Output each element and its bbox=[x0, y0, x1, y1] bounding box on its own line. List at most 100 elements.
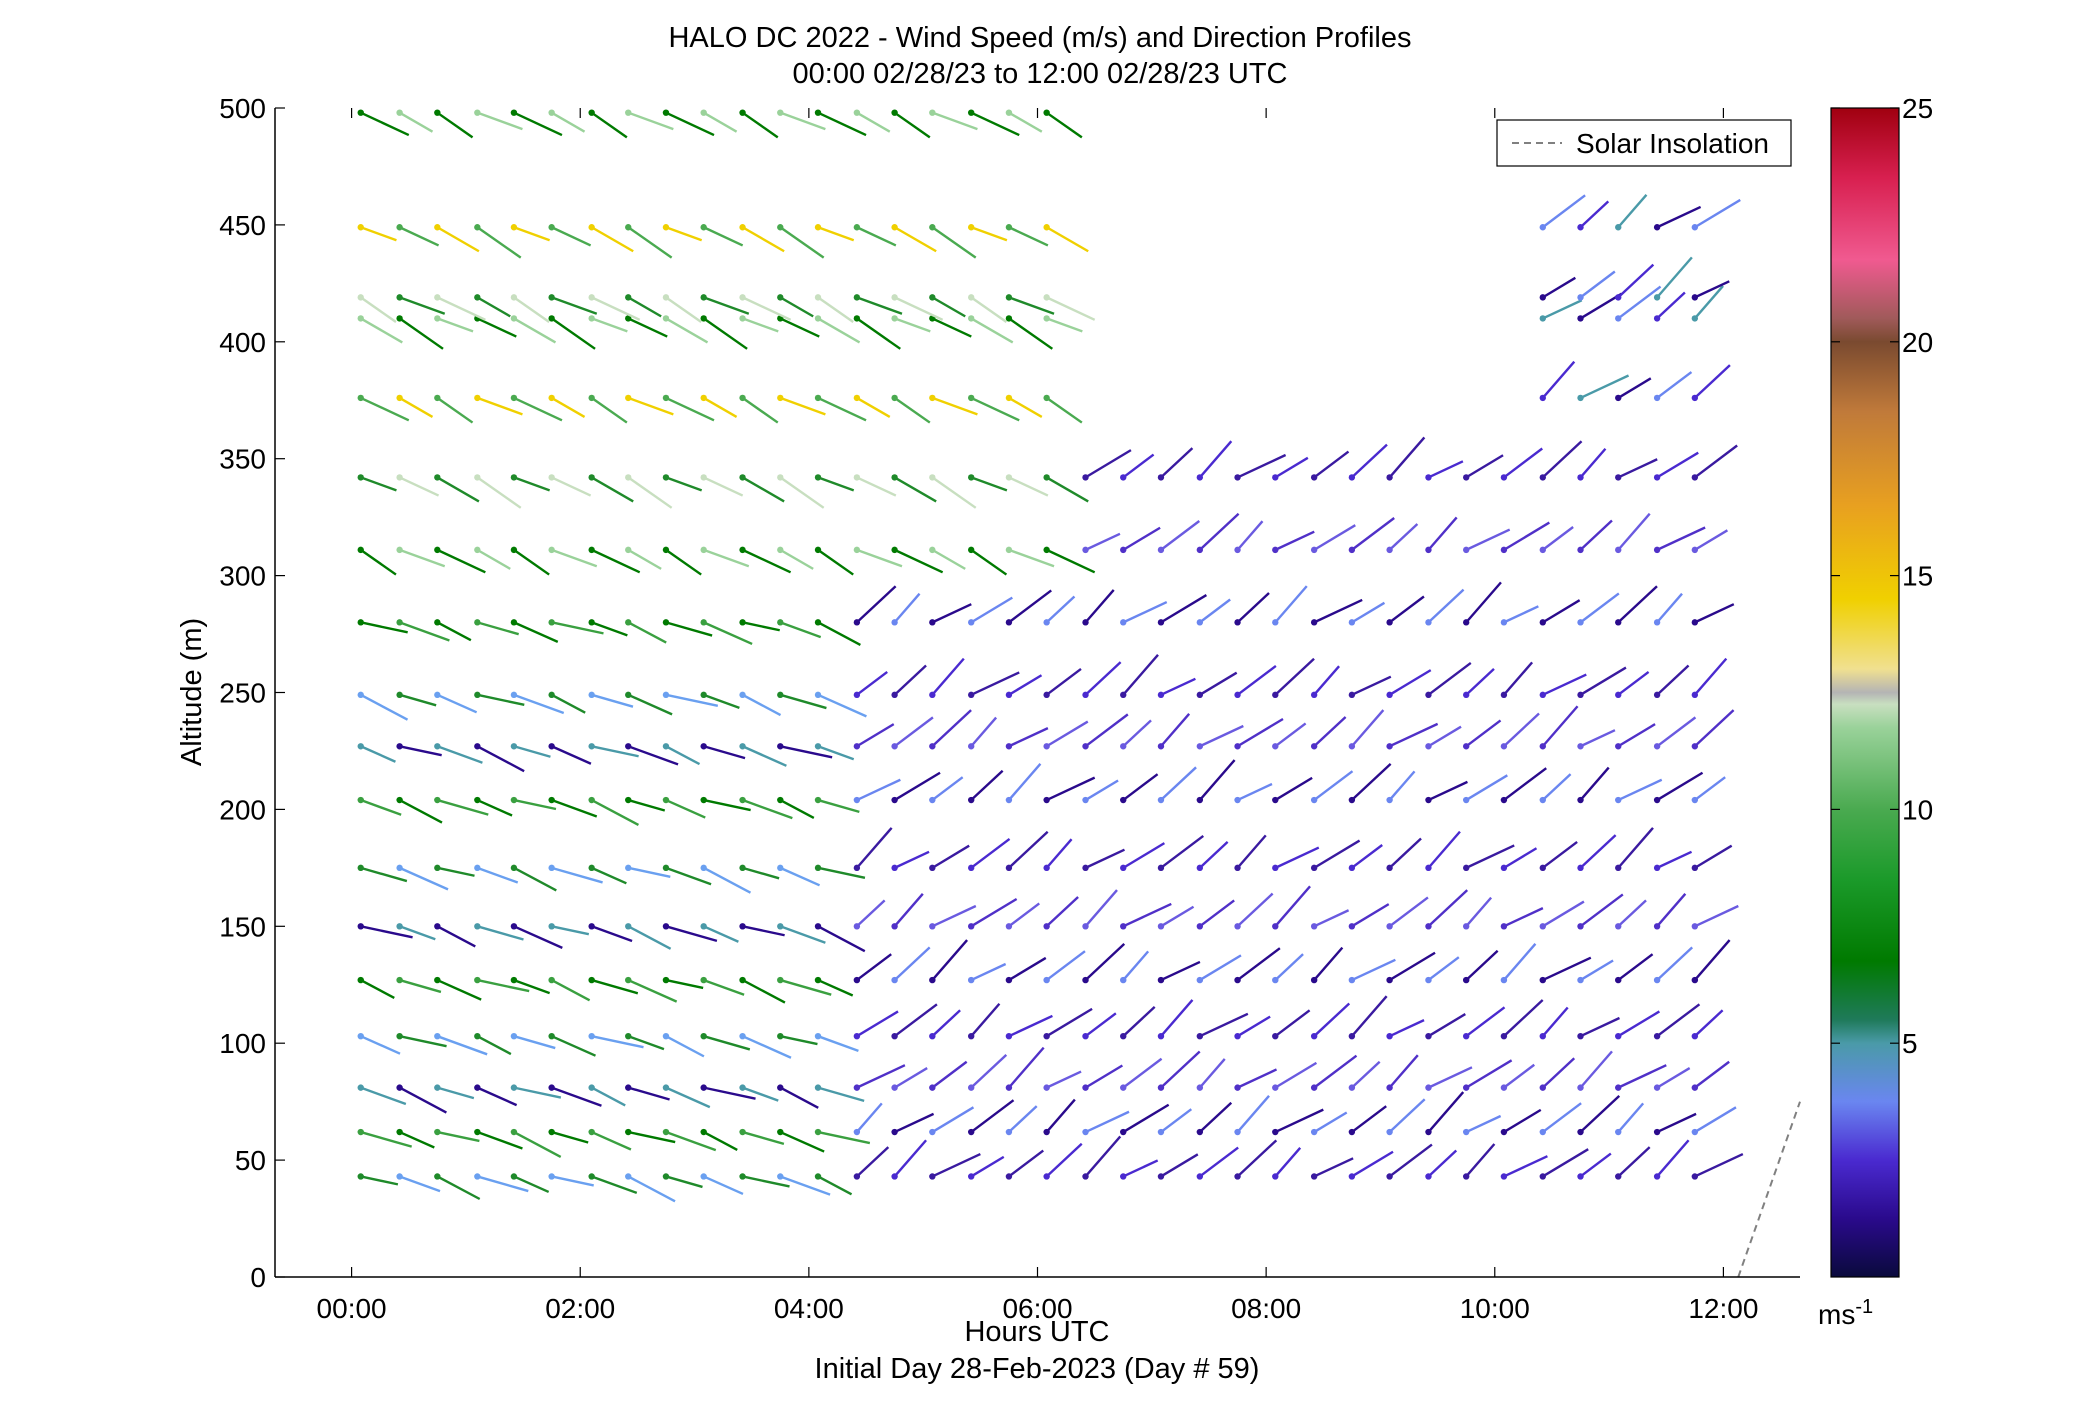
wind-barb bbox=[550, 317, 596, 350]
wind-barb bbox=[1503, 605, 1539, 624]
wind-barb bbox=[1274, 657, 1315, 696]
wind-barb bbox=[970, 838, 1011, 869]
wind-barb bbox=[741, 396, 779, 424]
wind-barb bbox=[1084, 1064, 1123, 1089]
wind-barb bbox=[1160, 520, 1201, 551]
wind-barb-dot bbox=[396, 394, 403, 402]
wind-barb-dot bbox=[1425, 864, 1432, 872]
wind-barb-dot bbox=[1615, 546, 1622, 554]
wind-barb bbox=[437, 798, 489, 816]
wind-barb-dot bbox=[700, 1173, 707, 1180]
wind-barb bbox=[1199, 512, 1240, 551]
wind-barb-dot bbox=[1043, 224, 1050, 231]
wind-barb bbox=[1389, 722, 1439, 748]
wind-barb-dot bbox=[1577, 1128, 1584, 1136]
wind-barb bbox=[476, 1086, 518, 1107]
wind-barb-dot bbox=[1615, 619, 1622, 626]
axes: 00:00 02:00 04:00 06:00 08:00 10:00 12:00 0 50 1… bbox=[219, 93, 1800, 1324]
wind-barb-dot bbox=[588, 474, 595, 481]
wind-barb bbox=[1388, 436, 1426, 479]
wind-barb-dot bbox=[929, 109, 936, 116]
wind-barb bbox=[1694, 776, 1726, 802]
wind-barb bbox=[742, 1175, 790, 1188]
wind-barb bbox=[476, 548, 511, 570]
wind-barb-dot bbox=[967, 294, 975, 301]
wind-barb bbox=[856, 1064, 906, 1089]
wind-barb-dot bbox=[1310, 864, 1318, 872]
wind-barb bbox=[893, 771, 941, 802]
wind-barb-dot bbox=[1310, 1173, 1318, 1180]
wind-barb-dot bbox=[929, 294, 936, 301]
wind-barb bbox=[1351, 903, 1390, 928]
wind-barb-dot bbox=[1386, 743, 1393, 750]
wind-barb bbox=[1084, 589, 1115, 624]
wind-barb-dot bbox=[1539, 864, 1546, 872]
wind-barb-dot bbox=[1043, 864, 1050, 872]
wind-barb bbox=[931, 844, 970, 869]
wind-barb bbox=[1542, 841, 1578, 869]
wind-barb-dot bbox=[1043, 394, 1050, 402]
wind-barb-dot bbox=[967, 864, 975, 872]
wind-barb bbox=[1274, 953, 1304, 981]
wind-barb bbox=[1656, 1067, 1691, 1089]
chart-subtitle: 00:00 02/28/23 to 12:00 02/28/23 UTC bbox=[793, 58, 1288, 90]
wind-barb-dot bbox=[357, 1128, 364, 1136]
wind-barb bbox=[1579, 270, 1616, 299]
wind-barb-dot bbox=[929, 394, 936, 402]
x-axis-sublabel: Initial Day 28-Feb-2023 (Day # 59) bbox=[815, 1353, 1260, 1385]
wind-barb bbox=[1008, 763, 1042, 801]
wind-barb-dot bbox=[1691, 224, 1699, 231]
wind-barb bbox=[1236, 664, 1277, 696]
wind-barb bbox=[779, 621, 822, 639]
wind-barb bbox=[893, 592, 921, 624]
wind-barb-dot bbox=[929, 1032, 936, 1040]
wind-barb-dot bbox=[1653, 1084, 1661, 1091]
wind-barb bbox=[779, 1086, 819, 1109]
wind-barb-dot bbox=[1043, 109, 1050, 116]
wind-barb bbox=[1350, 709, 1385, 748]
wind-barb bbox=[970, 1002, 1001, 1037]
wind-barb bbox=[1045, 111, 1083, 139]
wind-barb-dot bbox=[1348, 864, 1356, 872]
wind-barb-dot bbox=[1234, 1084, 1241, 1091]
wind-barb bbox=[1122, 719, 1152, 748]
wind-barb bbox=[1503, 847, 1538, 869]
colorbar-tick-label: 25 bbox=[1902, 93, 1933, 124]
wind-barb-dot bbox=[1691, 923, 1699, 930]
wind-barb-dot bbox=[967, 619, 975, 626]
wind-barb bbox=[742, 548, 792, 574]
wind-barb-dot bbox=[1196, 976, 1204, 984]
wind-barb-dot bbox=[1005, 474, 1013, 481]
wind-barb bbox=[970, 716, 998, 748]
wind-barb-dot bbox=[1500, 796, 1508, 804]
wind-barb-dot bbox=[1157, 743, 1165, 750]
wind-barb-dot bbox=[588, 1128, 595, 1136]
wind-barb-dot bbox=[700, 474, 707, 481]
wind-barb-dot bbox=[853, 691, 861, 699]
wind-barb bbox=[970, 671, 1020, 696]
wind-barb-dot bbox=[625, 474, 632, 481]
wind-barb-dot bbox=[434, 224, 441, 231]
wind-barb bbox=[1199, 1146, 1239, 1178]
wind-barb-dot bbox=[891, 294, 898, 301]
solar-insolation-series bbox=[1737, 1101, 1801, 1278]
wind-barb bbox=[1617, 377, 1652, 399]
wind-barb bbox=[1274, 885, 1311, 928]
wind-barb bbox=[476, 1035, 512, 1056]
wind-barb-dot bbox=[588, 976, 595, 984]
wind-barb bbox=[1122, 1103, 1170, 1134]
wind-barb bbox=[1008, 589, 1052, 624]
wind-barb-dot bbox=[474, 1084, 481, 1091]
wind-barb bbox=[779, 396, 826, 416]
y-tick-label: 250 bbox=[219, 678, 266, 709]
wind-barb bbox=[1580, 729, 1616, 748]
legend-label: Solar Insolation bbox=[1576, 128, 1769, 159]
wind-barb-dot bbox=[1348, 1128, 1356, 1136]
wind-barb bbox=[1694, 844, 1733, 869]
wind-barb bbox=[1694, 904, 1739, 928]
wind-barb bbox=[970, 1155, 1005, 1178]
wind-barb bbox=[1579, 766, 1610, 801]
wind-barb-dot bbox=[1157, 923, 1165, 930]
wind-barb bbox=[665, 978, 704, 990]
wind-barb bbox=[1008, 548, 1055, 568]
